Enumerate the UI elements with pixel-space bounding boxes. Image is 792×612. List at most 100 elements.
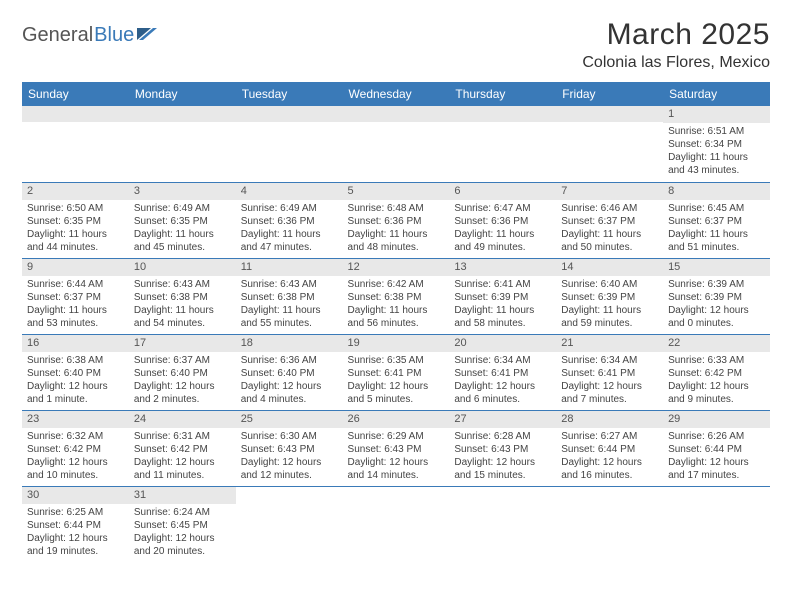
daylight-text: Daylight: 11 hours and 48 minutes. — [348, 228, 445, 254]
sunrise-text: Sunrise: 6:43 AM — [241, 278, 338, 291]
sunrise-text: Sunrise: 6:37 AM — [134, 354, 231, 367]
sunrise-text: Sunrise: 6:32 AM — [27, 430, 124, 443]
daylight-text: Daylight: 12 hours and 4 minutes. — [241, 380, 338, 406]
day-cell: 25Sunrise: 6:30 AMSunset: 6:43 PMDayligh… — [236, 411, 343, 487]
sunrise-text: Sunrise: 6:49 AM — [241, 202, 338, 215]
day-cell — [22, 106, 129, 182]
day-cell: 17Sunrise: 6:37 AMSunset: 6:40 PMDayligh… — [129, 334, 236, 410]
day-header: Monday — [129, 82, 236, 106]
daylight-text: Daylight: 11 hours and 59 minutes. — [561, 304, 658, 330]
sunset-text: Sunset: 6:36 PM — [348, 215, 445, 228]
sunrise-text: Sunrise: 6:48 AM — [348, 202, 445, 215]
week-row: 2Sunrise: 6:50 AMSunset: 6:35 PMDaylight… — [22, 182, 770, 258]
sunset-text: Sunset: 6:38 PM — [241, 291, 338, 304]
sunset-text: Sunset: 6:36 PM — [241, 215, 338, 228]
day-cell: 20Sunrise: 6:34 AMSunset: 6:41 PMDayligh… — [449, 334, 556, 410]
sunrise-text: Sunrise: 6:47 AM — [454, 202, 551, 215]
daylight-text: Daylight: 11 hours and 44 minutes. — [27, 228, 124, 254]
day-cell — [236, 487, 343, 563]
day-cell: 5Sunrise: 6:48 AMSunset: 6:36 PMDaylight… — [343, 182, 450, 258]
day-cell — [556, 106, 663, 182]
sunset-text: Sunset: 6:37 PM — [27, 291, 124, 304]
day-details: Sunrise: 6:32 AMSunset: 6:42 PMDaylight:… — [22, 428, 129, 486]
day-details: Sunrise: 6:44 AMSunset: 6:37 PMDaylight:… — [22, 276, 129, 334]
day-header: Saturday — [663, 82, 770, 106]
daylight-text: Daylight: 12 hours and 7 minutes. — [561, 380, 658, 406]
day-details: Sunrise: 6:43 AMSunset: 6:38 PMDaylight:… — [236, 276, 343, 334]
day-details: Sunrise: 6:27 AMSunset: 6:44 PMDaylight:… — [556, 428, 663, 486]
location-text: Colonia las Flores, Mexico — [582, 54, 770, 72]
sunrise-text: Sunrise: 6:28 AM — [454, 430, 551, 443]
sunset-text: Sunset: 6:41 PM — [348, 367, 445, 380]
day-details: Sunrise: 6:46 AMSunset: 6:37 PMDaylight:… — [556, 200, 663, 258]
day-details: Sunrise: 6:48 AMSunset: 6:36 PMDaylight:… — [343, 200, 450, 258]
daylight-text: Daylight: 12 hours and 16 minutes. — [561, 456, 658, 482]
day-cell: 8Sunrise: 6:45 AMSunset: 6:37 PMDaylight… — [663, 182, 770, 258]
daylight-text: Daylight: 11 hours and 50 minutes. — [561, 228, 658, 254]
sunset-text: Sunset: 6:35 PM — [134, 215, 231, 228]
day-number: 29 — [663, 411, 770, 428]
sunrise-text: Sunrise: 6:46 AM — [561, 202, 658, 215]
daylight-text: Daylight: 12 hours and 1 minute. — [27, 380, 124, 406]
day-details: Sunrise: 6:49 AMSunset: 6:35 PMDaylight:… — [129, 200, 236, 258]
sunrise-text: Sunrise: 6:50 AM — [27, 202, 124, 215]
sunset-text: Sunset: 6:44 PM — [668, 443, 765, 456]
day-cell — [663, 487, 770, 563]
day-number: 18 — [236, 335, 343, 352]
day-cell — [343, 487, 450, 563]
day-details: Sunrise: 6:51 AMSunset: 6:34 PMDaylight:… — [663, 123, 770, 181]
day-number: 13 — [449, 259, 556, 276]
sunrise-text: Sunrise: 6:36 AM — [241, 354, 338, 367]
sunrise-text: Sunrise: 6:33 AM — [668, 354, 765, 367]
day-cell: 21Sunrise: 6:34 AMSunset: 6:41 PMDayligh… — [556, 334, 663, 410]
sunset-text: Sunset: 6:35 PM — [27, 215, 124, 228]
month-title: March 2025 — [582, 18, 770, 52]
sunrise-text: Sunrise: 6:51 AM — [668, 125, 765, 138]
day-cell: 23Sunrise: 6:32 AMSunset: 6:42 PMDayligh… — [22, 411, 129, 487]
empty-day-bar — [236, 106, 343, 122]
day-details: Sunrise: 6:34 AMSunset: 6:41 PMDaylight:… — [556, 352, 663, 410]
day-number: 3 — [129, 183, 236, 200]
daylight-text: Daylight: 12 hours and 19 minutes. — [27, 532, 124, 558]
page-header: GeneralBlue March 2025 Colonia las Flore… — [22, 18, 770, 72]
day-details: Sunrise: 6:24 AMSunset: 6:45 PMDaylight:… — [129, 504, 236, 562]
day-cell — [449, 487, 556, 563]
daylight-text: Daylight: 12 hours and 20 minutes. — [134, 532, 231, 558]
sunset-text: Sunset: 6:37 PM — [561, 215, 658, 228]
sunrise-text: Sunrise: 6:40 AM — [561, 278, 658, 291]
sunset-text: Sunset: 6:38 PM — [348, 291, 445, 304]
day-details: Sunrise: 6:41 AMSunset: 6:39 PMDaylight:… — [449, 276, 556, 334]
sunset-text: Sunset: 6:44 PM — [27, 519, 124, 532]
day-cell: 31Sunrise: 6:24 AMSunset: 6:45 PMDayligh… — [129, 487, 236, 563]
day-cell: 6Sunrise: 6:47 AMSunset: 6:36 PMDaylight… — [449, 182, 556, 258]
day-number: 23 — [22, 411, 129, 428]
sunrise-text: Sunrise: 6:45 AM — [668, 202, 765, 215]
sunrise-text: Sunrise: 6:26 AM — [668, 430, 765, 443]
day-cell — [129, 106, 236, 182]
day-number: 21 — [556, 335, 663, 352]
day-number: 5 — [343, 183, 450, 200]
day-header: Wednesday — [343, 82, 450, 106]
sunrise-text: Sunrise: 6:31 AM — [134, 430, 231, 443]
daylight-text: Daylight: 12 hours and 9 minutes. — [668, 380, 765, 406]
sunset-text: Sunset: 6:40 PM — [241, 367, 338, 380]
day-number: 14 — [556, 259, 663, 276]
day-details: Sunrise: 6:26 AMSunset: 6:44 PMDaylight:… — [663, 428, 770, 486]
sunset-text: Sunset: 6:43 PM — [348, 443, 445, 456]
week-row: 30Sunrise: 6:25 AMSunset: 6:44 PMDayligh… — [22, 487, 770, 563]
empty-day-bar — [556, 106, 663, 122]
day-cell: 7Sunrise: 6:46 AMSunset: 6:37 PMDaylight… — [556, 182, 663, 258]
day-cell: 10Sunrise: 6:43 AMSunset: 6:38 PMDayligh… — [129, 258, 236, 334]
calendar-table: Sunday Monday Tuesday Wednesday Thursday… — [22, 82, 770, 563]
day-details: Sunrise: 6:36 AMSunset: 6:40 PMDaylight:… — [236, 352, 343, 410]
day-cell: 27Sunrise: 6:28 AMSunset: 6:43 PMDayligh… — [449, 411, 556, 487]
day-details: Sunrise: 6:45 AMSunset: 6:37 PMDaylight:… — [663, 200, 770, 258]
day-cell: 28Sunrise: 6:27 AMSunset: 6:44 PMDayligh… — [556, 411, 663, 487]
sunrise-text: Sunrise: 6:24 AM — [134, 506, 231, 519]
day-number: 10 — [129, 259, 236, 276]
day-header: Sunday — [22, 82, 129, 106]
day-details: Sunrise: 6:33 AMSunset: 6:42 PMDaylight:… — [663, 352, 770, 410]
day-cell: 15Sunrise: 6:39 AMSunset: 6:39 PMDayligh… — [663, 258, 770, 334]
sunrise-text: Sunrise: 6:25 AM — [27, 506, 124, 519]
brand-part1: General — [22, 24, 93, 47]
